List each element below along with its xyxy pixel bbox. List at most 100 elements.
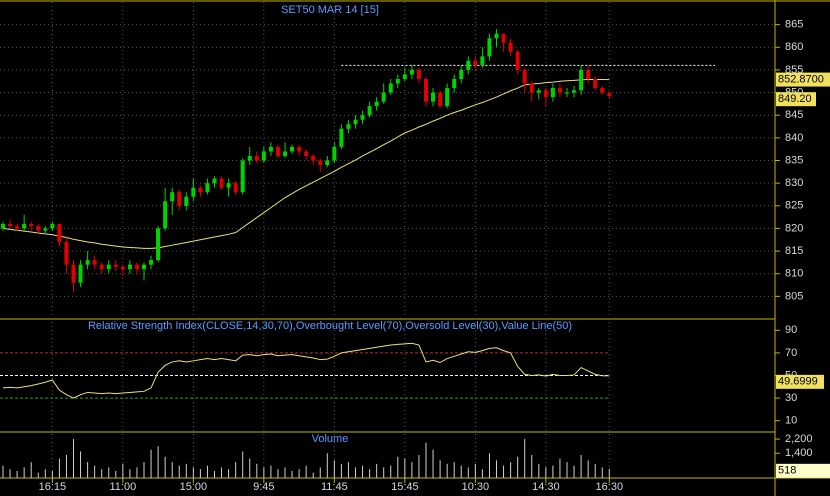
candle-body xyxy=(311,155,316,161)
volume-bar xyxy=(552,465,554,478)
candle-body xyxy=(106,264,111,270)
volume-bar xyxy=(531,455,533,478)
y-tick-label: 840 xyxy=(785,132,803,144)
candle-body xyxy=(261,151,266,161)
candle-body xyxy=(339,128,344,147)
candle-body xyxy=(445,88,450,107)
candle-body xyxy=(205,183,210,193)
volume-bar xyxy=(192,467,194,478)
x-tick-label: 9:45 xyxy=(253,481,274,493)
candle-body xyxy=(586,69,591,79)
candle-body xyxy=(149,260,154,265)
volume-bar xyxy=(446,463,448,478)
candle-body xyxy=(8,223,13,227)
volume-bar xyxy=(467,467,469,478)
candle-body xyxy=(304,151,309,156)
candle-body xyxy=(346,124,351,129)
volume-bar xyxy=(44,469,46,478)
candle-body xyxy=(409,69,414,75)
volume-bar xyxy=(369,469,371,478)
candle-body xyxy=(212,178,217,184)
candle-body xyxy=(142,264,146,270)
candle-body xyxy=(57,223,62,243)
candle-body xyxy=(395,78,400,84)
last-value-box xyxy=(776,463,830,478)
candle-body xyxy=(247,155,252,161)
volume-bar xyxy=(171,462,173,478)
volume-bar xyxy=(150,449,152,478)
candle-body xyxy=(254,155,259,161)
volume-bar xyxy=(517,456,519,478)
candle-body xyxy=(297,146,302,152)
volume-bar xyxy=(122,463,124,478)
candle-body xyxy=(268,146,273,152)
candle-body xyxy=(92,260,97,265)
volume-bar xyxy=(235,462,237,478)
candle-body xyxy=(515,51,520,70)
volume-bar xyxy=(538,463,540,478)
candle-body xyxy=(607,92,612,97)
volume-bar xyxy=(355,467,356,478)
volume-bar xyxy=(214,470,215,478)
volume-bar xyxy=(397,456,399,478)
volume-bar xyxy=(312,472,314,478)
volume-bar xyxy=(228,469,230,478)
x-tick-label: 16:30 xyxy=(596,481,624,493)
candle-body xyxy=(156,228,161,261)
candle-body xyxy=(550,88,555,98)
y-tick-label: 845 xyxy=(785,109,803,121)
volume-bar xyxy=(432,449,434,478)
last-value-label: 849.20 xyxy=(778,93,812,105)
y-tick-label: 10 xyxy=(785,415,797,427)
last-value-label: 852.8700 xyxy=(778,73,824,85)
volume-bar xyxy=(404,458,406,478)
volume-bar xyxy=(510,462,512,478)
volume-bar xyxy=(206,465,208,478)
volume-bar xyxy=(362,465,364,478)
volume-bar xyxy=(559,458,561,478)
volume-bar xyxy=(136,467,138,478)
candle-body xyxy=(64,242,69,265)
candle-body xyxy=(290,146,295,152)
candle-body xyxy=(508,42,513,52)
candle-body xyxy=(600,88,605,93)
y-tick-label: 815 xyxy=(785,245,803,257)
volume-bar xyxy=(242,451,244,478)
volume-bar xyxy=(9,469,11,478)
y-tick-label: 90 xyxy=(785,324,797,336)
candle-body xyxy=(522,69,527,84)
volume-bar xyxy=(58,458,60,478)
candle-body xyxy=(536,90,541,93)
volume-bar xyxy=(319,467,321,478)
x-tick-label: 11:45 xyxy=(321,481,348,493)
candle-body xyxy=(452,78,457,89)
candle-body xyxy=(529,83,534,93)
volume-bar xyxy=(481,469,483,478)
y-tick-label: 810 xyxy=(785,268,803,280)
volume-bar xyxy=(249,458,251,478)
volume-bar xyxy=(608,468,610,478)
candle-body xyxy=(353,119,358,125)
volume-bar xyxy=(580,455,582,478)
volume-bar xyxy=(587,460,589,478)
candle-body xyxy=(219,178,224,188)
y-tick-label: 70 xyxy=(785,347,797,359)
candle-body xyxy=(381,92,386,102)
candle-body xyxy=(543,90,548,98)
y-tick-label: 860 xyxy=(785,41,803,53)
y-tick-label: 830 xyxy=(785,177,803,189)
volume-title: Volume xyxy=(312,433,349,445)
volume-bar xyxy=(80,451,82,478)
volume-bar xyxy=(340,463,342,478)
volume-bar xyxy=(23,467,25,478)
volume-bar xyxy=(524,439,526,478)
candle-body xyxy=(416,69,421,79)
volume-bar xyxy=(51,470,53,478)
candle-body xyxy=(367,106,372,116)
candle-body xyxy=(1,223,5,229)
volume-bar xyxy=(185,463,187,478)
candle-body xyxy=(565,92,569,94)
candle-body xyxy=(127,264,132,270)
volume-bar xyxy=(566,462,568,478)
volume-bar xyxy=(73,439,74,478)
